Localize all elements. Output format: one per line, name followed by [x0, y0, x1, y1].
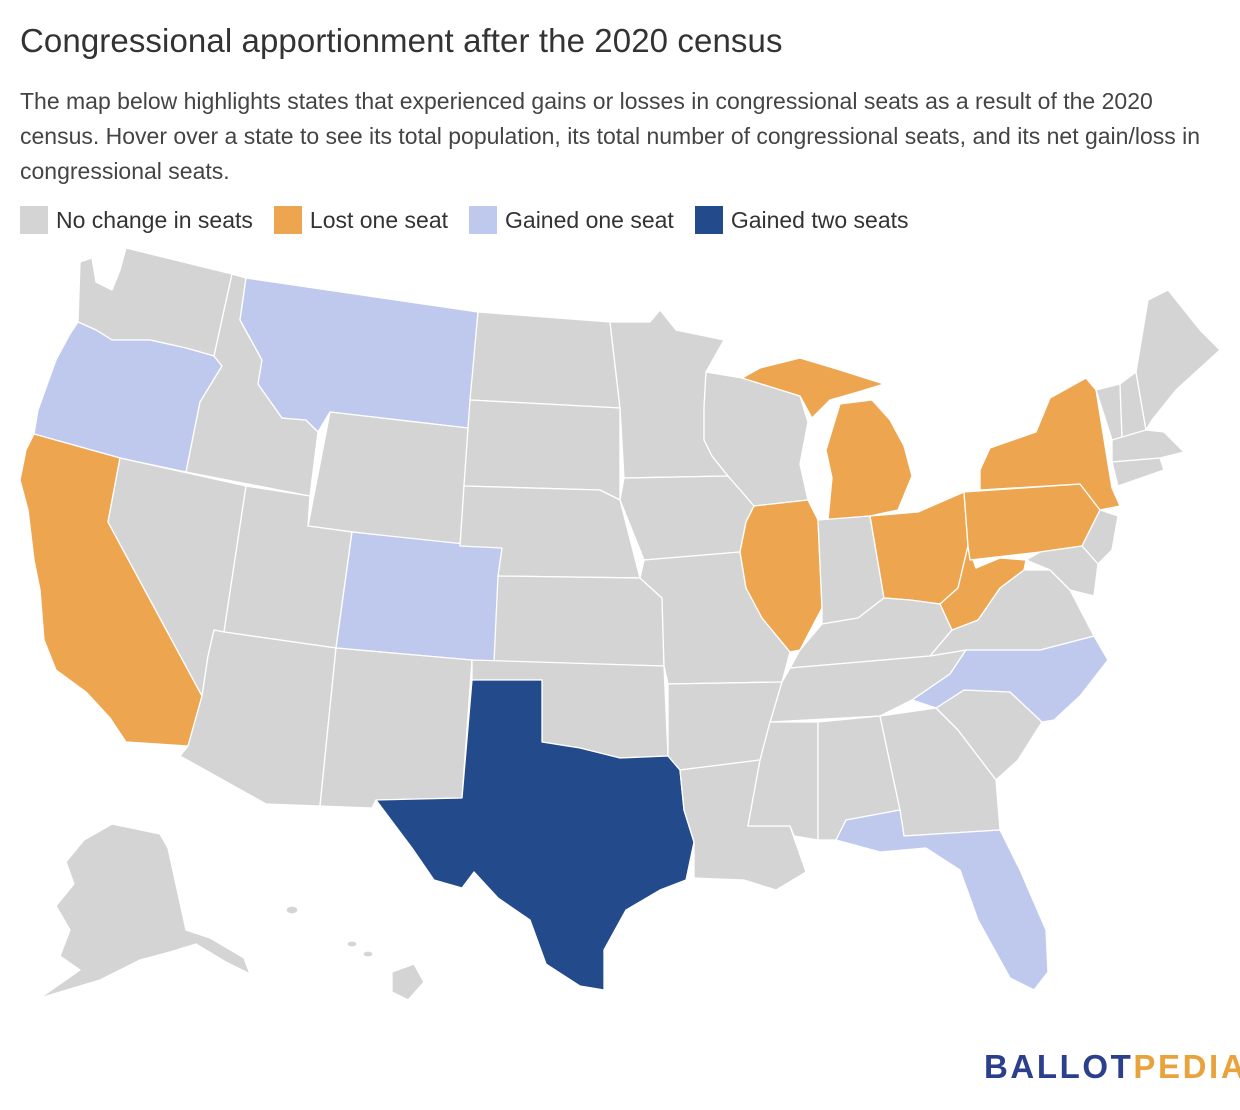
legend-label-lost-one: Lost one seat [309, 206, 449, 233]
state-south-dakota[interactable] [463, 399, 621, 501]
legend: No change in seats Lost one seat Gained … [20, 206, 930, 234]
state-florida[interactable] [835, 809, 1049, 991]
state-texas[interactable] [375, 679, 695, 991]
legend-item-gained-one: Gained one seat [469, 206, 674, 234]
state-hawaii-islet-3[interactable] [285, 905, 299, 915]
legend-swatch-gained-one [469, 206, 498, 234]
state-iowa[interactable] [619, 475, 755, 561]
state-hawaii-islet-1[interactable] [346, 940, 358, 948]
legend-swatch-lost-one [273, 206, 302, 234]
map-subtitle: The map below highlights states that exp… [20, 88, 1201, 184]
ballotpedia-logo: BALLOTPEDIA [984, 1048, 1240, 1086]
state-alaska[interactable] [39, 823, 251, 999]
map-title: Congressional apportionment after the 20… [20, 22, 783, 59]
state-michigan-lower[interactable] [825, 399, 913, 521]
legend-swatch-no-change [20, 206, 48, 234]
state-montana[interactable] [239, 277, 479, 433]
state-kansas[interactable] [493, 575, 665, 667]
state-maryland-delaware[interactable] [1025, 545, 1099, 597]
state-connecticut-ri[interactable] [1111, 457, 1165, 487]
state-wyoming[interactable] [307, 411, 469, 547]
state-maine[interactable] [1135, 289, 1221, 431]
state-new-york[interactable] [979, 377, 1121, 511]
legend-item-gained-two: Gained two seats [694, 206, 909, 234]
us-map [19, 247, 1221, 1001]
logo-part-pedia: PEDIA [1133, 1048, 1240, 1085]
state-new-mexico[interactable] [319, 647, 473, 809]
legend-item-lost-one: Lost one seat [273, 206, 449, 234]
legend-swatch-gained-two [694, 206, 723, 234]
state-north-dakota[interactable] [469, 311, 621, 409]
state-michigan-upper[interactable] [741, 357, 885, 419]
legend-label-no-change: No change in seats [56, 206, 253, 233]
legend-item-no-change: No change in seats [20, 206, 253, 234]
state-illinois[interactable] [739, 499, 823, 653]
state-hawaii-islet-2[interactable] [362, 950, 374, 958]
state-new-jersey[interactable] [1081, 509, 1119, 565]
state-colorado[interactable] [335, 531, 503, 663]
legend-label-gained-two: Gained two seats [730, 206, 909, 233]
legend-label-gained-one: Gained one seat [505, 206, 674, 233]
logo-part-ballot: BALLOT [984, 1048, 1134, 1085]
state-hawaii[interactable] [391, 963, 425, 1001]
